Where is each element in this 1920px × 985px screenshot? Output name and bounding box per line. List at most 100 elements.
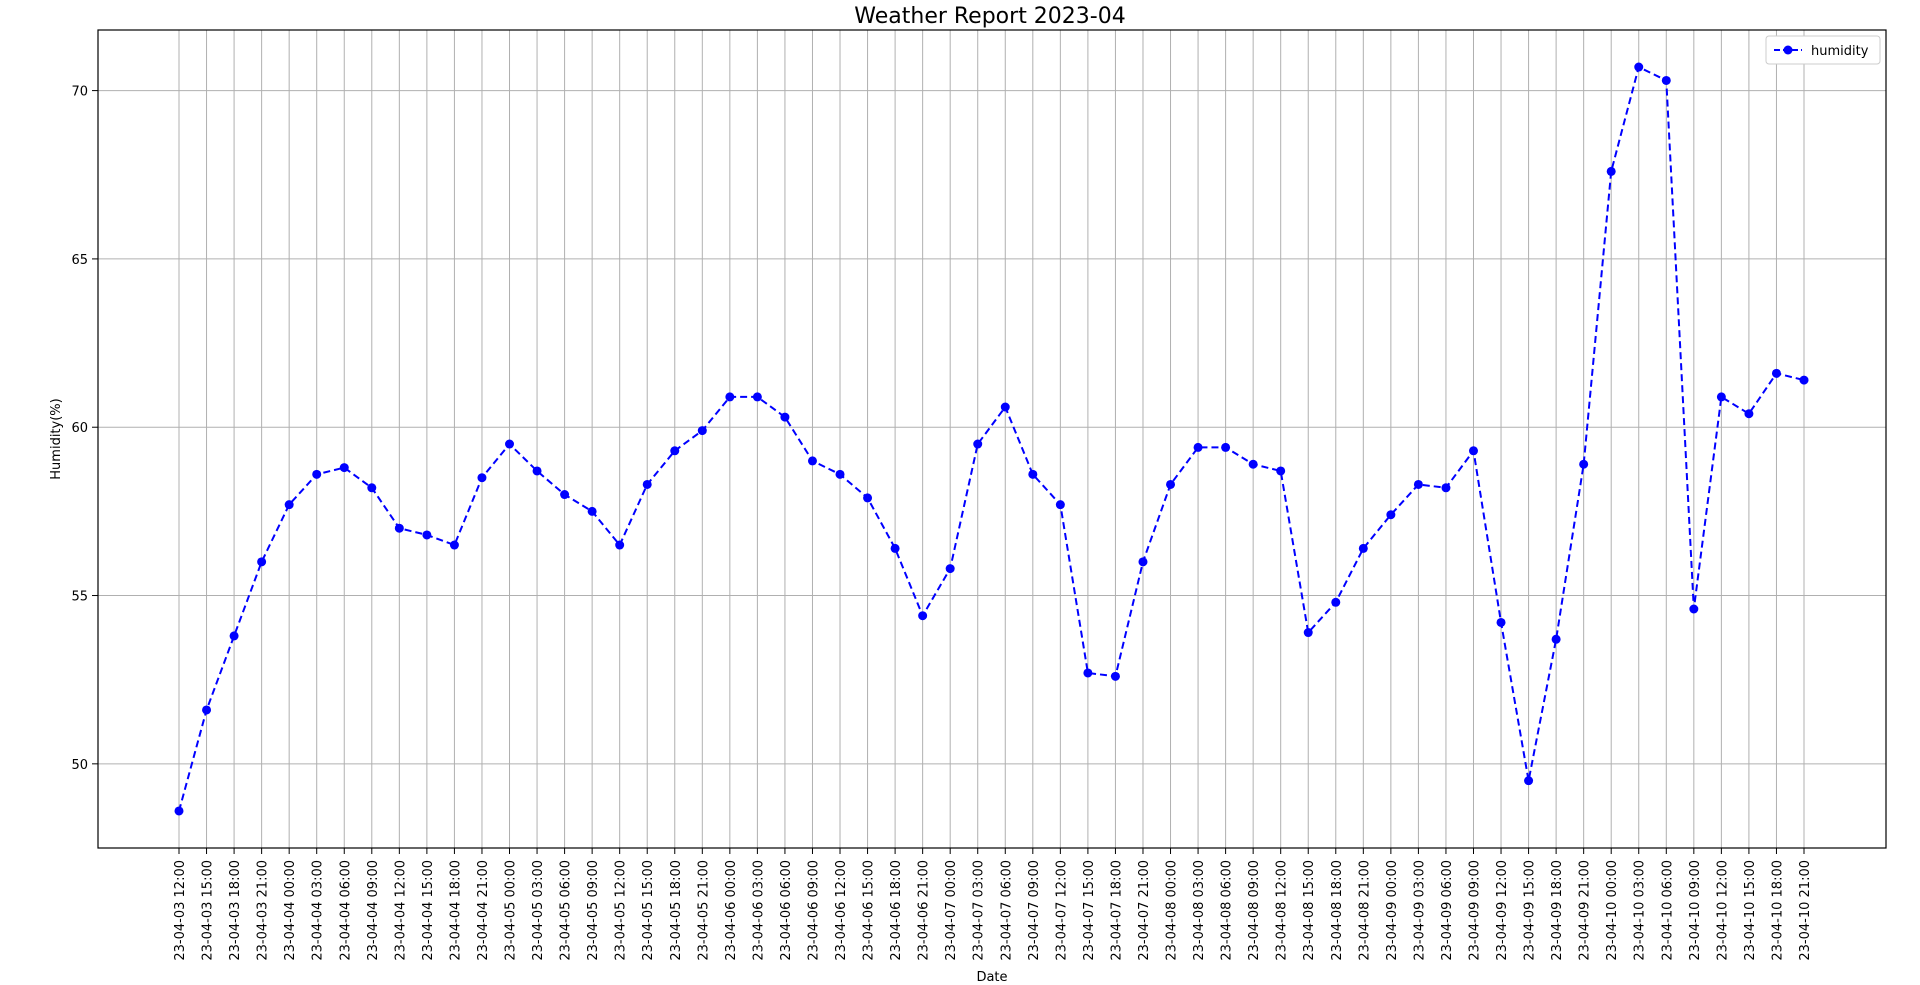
x-tick-label: 23-04-08 21:00: [1357, 860, 1372, 961]
data-point: [1441, 483, 1451, 493]
x-tick-label: 23-04-05 06:00: [559, 860, 574, 961]
data-point: [945, 564, 955, 574]
x-tick-label: 23-04-04 03:00: [311, 860, 326, 961]
x-tick-label: 23-04-04 09:00: [366, 860, 381, 961]
x-tick-label: 23-04-10 00:00: [1605, 860, 1620, 961]
x-tick-label: 23-04-08 03:00: [1192, 860, 1207, 961]
data-point: [1799, 375, 1809, 385]
x-tick-label: 23-04-05 09:00: [586, 860, 601, 961]
x-tick-label: 23-04-04 15:00: [421, 860, 436, 961]
x-tick-label: 23-04-10 18:00: [1770, 860, 1785, 961]
series-humidity: [174, 62, 1809, 816]
x-tick-label: 23-04-09 15:00: [1523, 860, 1538, 961]
x-tick-label: 23-04-06 21:00: [917, 860, 932, 961]
x-tick-label: 23-04-03 18:00: [228, 860, 243, 961]
data-point: [1551, 634, 1561, 644]
data-point: [1716, 392, 1726, 402]
data-point: [1331, 597, 1341, 607]
data-point: [1496, 617, 1506, 627]
data-point: [174, 806, 184, 816]
y-tick-label: 50: [71, 758, 88, 773]
x-tick-label: 23-04-03 12:00: [173, 860, 188, 961]
data-point: [1413, 479, 1423, 489]
x-tick-label: 23-04-08 12:00: [1275, 860, 1290, 961]
data-point: [697, 426, 707, 436]
y-tick-label: 60: [71, 421, 88, 436]
data-point: [890, 543, 900, 553]
data-point: [202, 705, 212, 715]
data-point: [477, 473, 487, 483]
y-axis-label: Humidity(%): [49, 398, 64, 479]
series-line: [178, 65, 1805, 812]
x-tick-label: 23-04-07 15:00: [1082, 860, 1097, 961]
data-point: [1248, 459, 1258, 469]
legend: humidity: [1765, 35, 1881, 65]
data-point: [229, 631, 239, 641]
legend-marker: [1783, 45, 1793, 55]
y-tick-label: 65: [71, 253, 88, 268]
x-tick-label: 23-04-10 15:00: [1743, 860, 1758, 961]
data-point: [752, 392, 762, 402]
x-tick-label: 23-04-03 15:00: [201, 860, 216, 961]
data-point: [642, 479, 652, 489]
data-point: [1221, 442, 1231, 452]
x-tick-label: 23-04-07 00:00: [944, 860, 959, 961]
x-tick-label: 23-04-05 21:00: [696, 860, 711, 961]
data-point: [615, 540, 625, 550]
data-point: [587, 506, 597, 516]
x-tick-label: 23-04-09 12:00: [1495, 860, 1510, 961]
data-point: [1000, 402, 1010, 412]
x-tick-label: 23-04-07 21:00: [1137, 860, 1152, 961]
x-tick-label: 23-04-06 15:00: [862, 860, 877, 961]
x-tick-label: 23-04-09 21:00: [1578, 860, 1593, 961]
data-point: [1166, 479, 1176, 489]
x-tick-label: 23-04-04 06:00: [338, 860, 353, 961]
chart-title: Weather Report 2023-04: [854, 4, 1125, 29]
x-tick-label: 23-04-04 18:00: [448, 860, 463, 961]
data-point: [1055, 500, 1065, 510]
data-point: [1606, 166, 1616, 176]
data-point: [422, 530, 432, 540]
x-tick-label: 23-04-08 00:00: [1165, 860, 1180, 961]
x-tick-label: 23-04-09 03:00: [1412, 860, 1427, 961]
x-tick-label: 23-04-08 18:00: [1330, 860, 1345, 961]
x-tick-label: 23-04-08 15:00: [1302, 860, 1317, 961]
x-tick-label: 23-04-04 21:00: [476, 860, 491, 961]
x-axis-label: Date: [976, 970, 1007, 985]
data-point: [1083, 668, 1093, 678]
data-point: [1138, 557, 1148, 567]
x-tick-label: 23-04-07 18:00: [1109, 860, 1124, 961]
x-tick-label: 23-04-07 12:00: [1054, 860, 1069, 961]
data-point: [449, 540, 459, 550]
y-axis-ticks: 50 55 60 65 70: [71, 85, 98, 773]
data-point: [670, 446, 680, 456]
x-tick-label: 23-04-06 18:00: [889, 860, 904, 961]
x-tick-label: 23-04-10 09:00: [1688, 860, 1703, 961]
x-tick-label: 23-04-09 09:00: [1467, 860, 1482, 961]
y-tick-label: 70: [71, 85, 88, 100]
data-point: [1579, 459, 1589, 469]
data-point: [1358, 543, 1368, 553]
data-point: [973, 439, 983, 449]
data-point: [1468, 446, 1478, 456]
x-tick-label: 23-04-06 12:00: [834, 860, 849, 961]
data-point: [1276, 466, 1286, 476]
y-tick-label: 55: [71, 590, 88, 605]
data-point: [1028, 469, 1038, 479]
x-tick-label: 23-04-06 03:00: [751, 860, 766, 961]
x-tick-label: 23-04-05 15:00: [641, 860, 656, 961]
legend-box: [1765, 35, 1881, 65]
data-point: [863, 493, 873, 503]
data-point: [1110, 671, 1120, 681]
data-point: [284, 500, 294, 510]
legend-label-humidity: humidity: [1811, 44, 1869, 59]
plot-frame: [97, 29, 1887, 849]
x-tick-label: 23-04-05 00:00: [504, 860, 519, 961]
x-tick-label: 23-04-05 03:00: [531, 860, 546, 961]
data-point: [1634, 62, 1644, 72]
x-tick-label: 23-04-05 18:00: [669, 860, 684, 961]
x-tick-label: 23-04-08 09:00: [1247, 860, 1262, 961]
x-tick-label: 23-04-10 12:00: [1715, 860, 1730, 961]
data-point: [312, 469, 322, 479]
